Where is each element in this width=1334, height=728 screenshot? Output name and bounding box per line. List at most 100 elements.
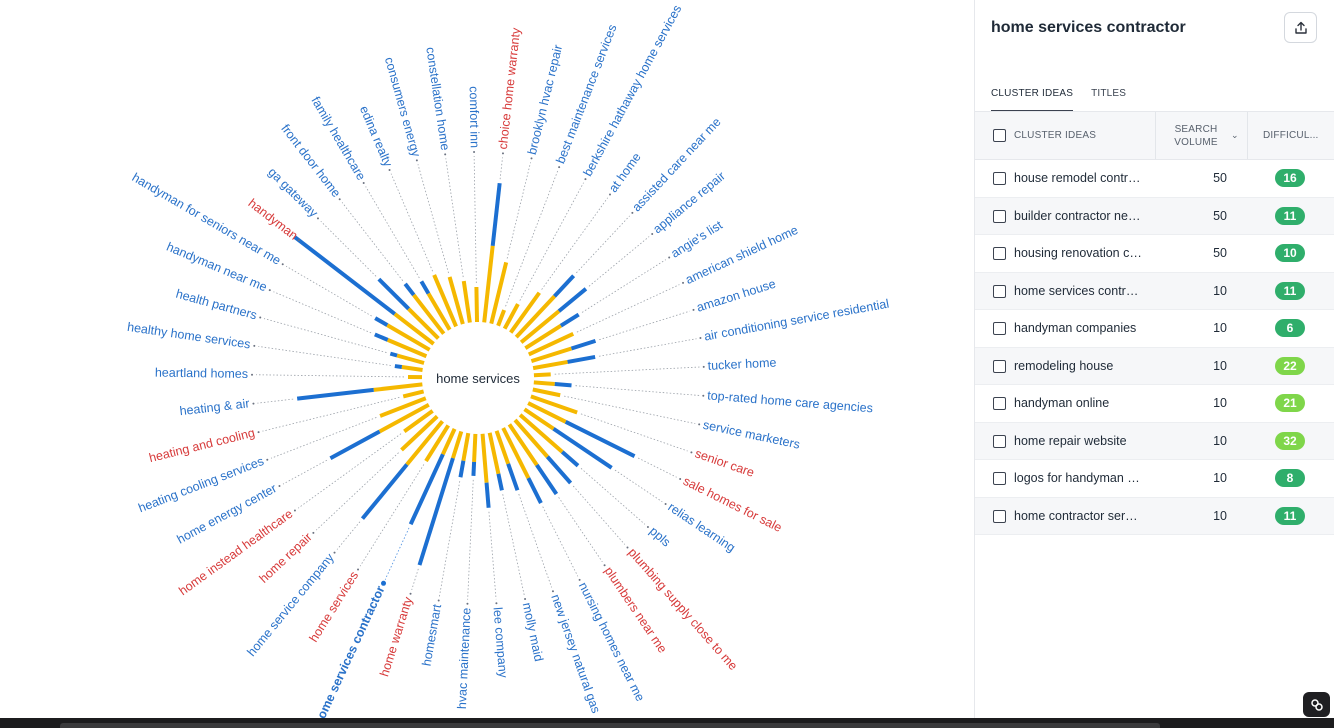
row-keyword[interactable]: logos for handyman business <box>1014 471 1142 485</box>
keyword-label[interactable]: health partners <box>174 287 258 323</box>
row-checkbox[interactable] <box>993 172 1006 185</box>
guide-line <box>341 202 404 281</box>
difficulty-badge: 11 <box>1275 206 1305 225</box>
keyword-label[interactable]: consumers energy <box>382 55 423 159</box>
label-dot <box>278 485 281 488</box>
keyword-bar-yellow <box>447 276 465 325</box>
keyword-label[interactable]: at home <box>606 150 644 195</box>
keyword-label[interactable]: tucker home <box>707 356 776 373</box>
keyword-label[interactable]: lee company <box>490 607 510 680</box>
keyword-label[interactable]: angie's list <box>668 218 725 261</box>
keyword-bar-yellow <box>507 423 539 467</box>
row-checkbox[interactable] <box>993 472 1006 485</box>
table-row[interactable]: home contractor services 10 11 <box>975 497 1334 535</box>
keyword-label[interactable]: handyman for seniors near me <box>130 170 284 267</box>
table-row[interactable]: home repair website 10 32 <box>975 422 1334 460</box>
keyword-label[interactable]: constellation home <box>423 46 452 151</box>
table-row[interactable]: house remodel contractor 50 16 <box>975 160 1334 198</box>
row-checkbox[interactable] <box>993 209 1006 223</box>
row-checkbox[interactable] <box>993 397 1006 410</box>
row-keyword[interactable]: house remodel contractor <box>1014 171 1142 185</box>
label-dot <box>664 503 667 506</box>
row-keyword[interactable]: home repair website <box>1014 433 1127 448</box>
keyword-bar-yellow <box>402 389 425 399</box>
keyword-bar-blue <box>471 461 477 476</box>
keyword-label[interactable]: edina realty <box>357 104 395 170</box>
keyword-bar-blue <box>374 316 389 327</box>
row-keyword[interactable]: handyman online <box>1014 396 1110 410</box>
row-keyword[interactable]: builder contractor near me <box>1014 208 1142 223</box>
keyword-label[interactable]: home warranty <box>377 595 415 679</box>
keyword-label[interactable]: heating & air <box>179 396 250 418</box>
table-row[interactable]: builder contractor near me 50 11 <box>975 197 1334 235</box>
keyword-label[interactable]: healthy home services <box>126 320 251 352</box>
keyword-label[interactable]: brooklyn hvac repair <box>525 43 565 156</box>
keyword-bar-yellow <box>426 292 452 331</box>
keyword-label[interactable]: homesmart <box>420 603 445 668</box>
guide-line <box>365 186 420 279</box>
row-keyword[interactable]: handyman companies <box>1014 321 1137 335</box>
keyword-label[interactable]: hvac maintenance <box>455 607 474 709</box>
label-dot <box>259 316 262 319</box>
label-dot <box>473 151 476 154</box>
row-checkbox[interactable] <box>993 284 1006 298</box>
tab-titles[interactable]: TITLES <box>1091 88 1127 99</box>
keyword-bar-yellow <box>518 413 564 454</box>
export-button[interactable] <box>1284 12 1317 43</box>
keyword-bar-blue <box>408 453 445 526</box>
sort-chevron-down-icon[interactable]: ⌄ <box>1231 130 1239 140</box>
keyword-bar-yellow <box>432 274 458 328</box>
difficulty-badge: 32 <box>1275 431 1305 450</box>
select-all-checkbox[interactable] <box>993 129 1006 142</box>
column-difficulty[interactable]: DIFFICUL... <box>1263 130 1319 141</box>
keyword-label[interactable]: assisted care near me <box>629 115 723 214</box>
keyword-label[interactable]: senior care <box>693 446 756 480</box>
keyword-label[interactable]: molly maid <box>520 601 546 662</box>
keyword-label[interactable]: home service company <box>244 550 337 659</box>
tab-cluster-ideas[interactable]: CLUSTER IDEAS <box>991 85 1074 112</box>
table-row[interactable]: handyman online 10 21 <box>975 385 1334 423</box>
row-checkbox[interactable] <box>993 359 1006 373</box>
row-checkbox[interactable] <box>993 509 1006 523</box>
row-keyword[interactable]: home contractor services <box>1014 508 1142 523</box>
link-button[interactable] <box>1303 692 1330 717</box>
keyword-label[interactable]: comfort inn <box>467 86 482 148</box>
row-checkbox[interactable] <box>993 322 1006 335</box>
keyword-label[interactable]: ppls <box>647 524 673 550</box>
table-row[interactable]: logos for handyman business 10 8 <box>975 460 1334 498</box>
keyword-label[interactable]: handyman <box>246 196 301 243</box>
keyword-label[interactable]: home services contractor <box>311 584 387 728</box>
keyword-label[interactable]: home instead healthcare <box>176 507 295 599</box>
keyword-label[interactable]: choice home warranty <box>496 26 524 150</box>
keyword-bar-blue <box>484 482 491 508</box>
row-keyword[interactable]: remodeling house <box>1014 358 1114 373</box>
keyword-bar-blue <box>458 460 466 478</box>
label-dot <box>578 578 581 581</box>
label-dot <box>293 509 296 512</box>
keyword-bar-blue <box>296 387 374 401</box>
cluster-ideas-table: house remodel contractor 50 16 builder cont… <box>975 160 1334 535</box>
guide-line <box>257 398 294 404</box>
guide-line <box>320 220 377 277</box>
table-row[interactable]: remodeling house 10 22 <box>975 347 1334 385</box>
row-checkbox[interactable] <box>993 247 1006 260</box>
guide-line <box>598 338 697 357</box>
table-row[interactable]: housing renovation contractor 50 10 <box>975 235 1334 273</box>
row-checkbox[interactable] <box>993 434 1006 448</box>
keyword-label[interactable]: heating and cooling <box>148 426 257 466</box>
keyword-label[interactable]: top-rated home care agencies <box>707 388 874 415</box>
table-row[interactable]: home services contractor 10 11 <box>975 272 1334 310</box>
label-dot <box>257 431 260 434</box>
label-dot <box>551 590 554 593</box>
guide-line <box>580 413 688 452</box>
row-keyword[interactable]: home services contractor <box>1014 283 1142 298</box>
row-keyword[interactable]: housing renovation contractor <box>1014 246 1142 260</box>
keyword-bar-yellow <box>519 309 561 344</box>
table-row[interactable]: handyman companies 10 6 <box>975 310 1334 348</box>
keyword-label[interactable]: service marketers <box>702 418 801 452</box>
label-dot <box>651 233 654 236</box>
keyword-label[interactable]: heartland homes <box>155 366 248 381</box>
keyword-label[interactable]: amazon house <box>695 277 777 315</box>
keyword-bar-blue <box>360 463 409 520</box>
column-search-volume[interactable]: SEARCH VOLUME <box>1165 123 1227 149</box>
